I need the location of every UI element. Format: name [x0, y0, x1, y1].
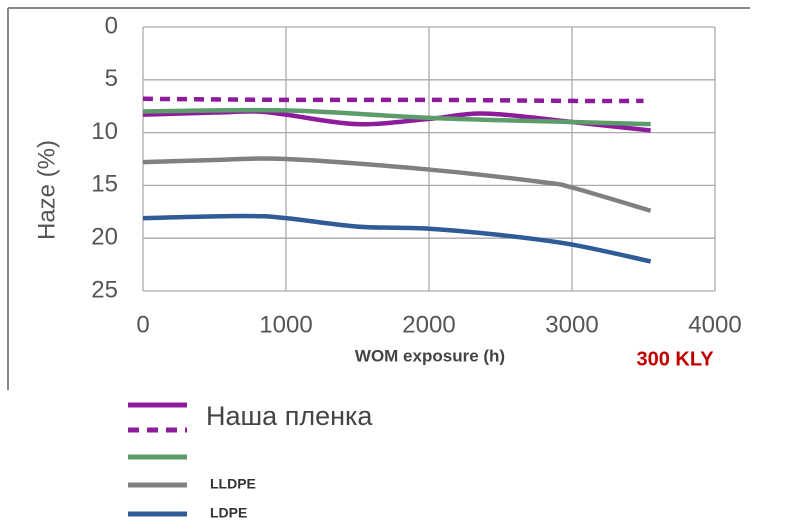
annotation: 300 KLY — [636, 348, 714, 370]
y-tick-label: 15 — [91, 171, 118, 198]
x-tick-label: 3000 — [545, 311, 598, 338]
x-tick-label: 0 — [136, 311, 149, 338]
x-tick-label: 2000 — [402, 311, 455, 338]
y-tick-label: 0 — [105, 12, 118, 39]
line — [142, 96, 644, 104]
legend-label: LLDPE — [210, 476, 256, 492]
x-tick-label: 1000 — [259, 311, 312, 338]
legend-label: Наша пленка — [206, 401, 373, 431]
y-tick-label: 5 — [105, 65, 118, 92]
legend-label: LDPE — [210, 505, 247, 521]
line — [142, 213, 652, 264]
line — [142, 107, 651, 127]
x-tick-label: 4000 — [688, 311, 741, 338]
y-axis-label: Haze (%) — [33, 140, 60, 240]
x-axis-label: WOM exposure (h) — [355, 346, 505, 365]
y-tick-label: 20 — [91, 224, 118, 251]
y-tick-label: 10 — [91, 118, 118, 145]
line — [142, 156, 652, 213]
y-tick-label: 25 — [91, 276, 118, 303]
